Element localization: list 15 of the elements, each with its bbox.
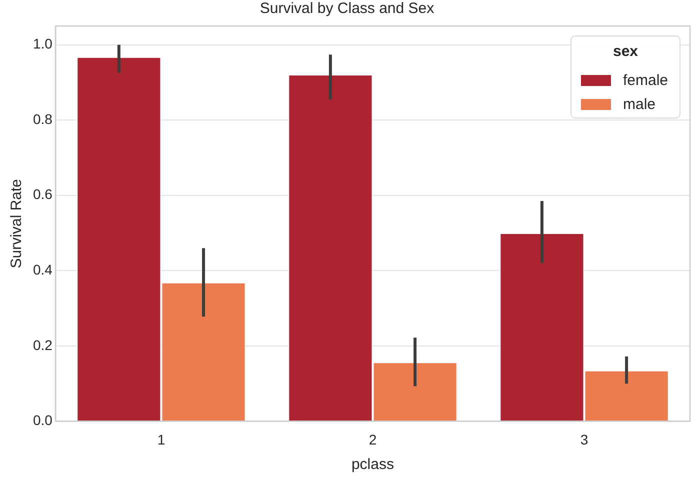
y-axis-title: Survival Rate (8, 179, 26, 268)
x-tick-label: 3 (580, 431, 588, 448)
x-tick-label: 1 (157, 431, 166, 448)
legend-label: female (622, 72, 668, 90)
y-tick-label: 1.0 (32, 36, 53, 52)
y-tick-label: 0.6 (32, 186, 53, 202)
legend-title: sex (612, 43, 639, 60)
x-tick-label: 2 (368, 431, 377, 448)
chart-title: Survival by Class and Sex (260, 0, 435, 18)
y-tick-label: 0.8 (32, 110, 53, 127)
y-tick-label: 0.0 (32, 412, 53, 428)
y-tick-label: 0.2 (32, 336, 53, 353)
x-axis-title: pclass (351, 456, 394, 474)
legend-label: male (622, 96, 656, 114)
y-tick-label: 0.4 (32, 262, 53, 278)
